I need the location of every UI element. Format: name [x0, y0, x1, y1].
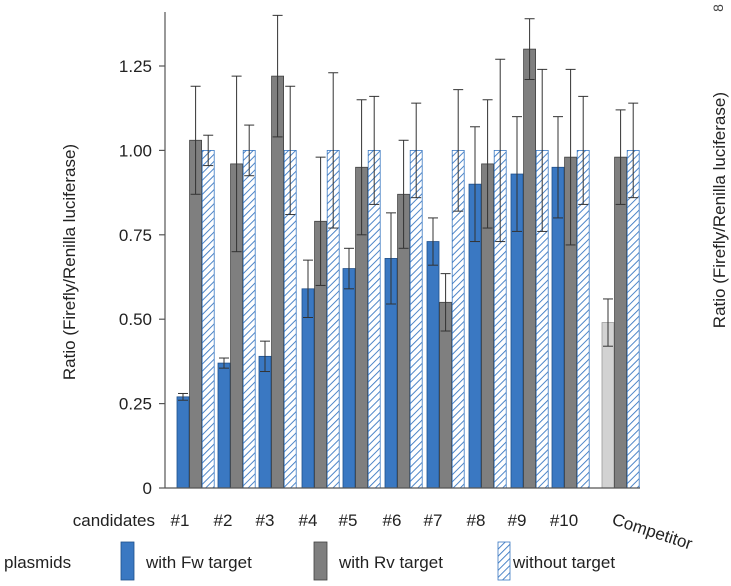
bar-with-fw-target	[176, 396, 190, 489]
legend-label: without target	[512, 553, 615, 572]
x-tick-label: #8	[467, 511, 486, 530]
x-tick-labels: #1 #2 #3 #4 #5 #6 #7 #8 #9 #10 Competitor	[171, 510, 695, 554]
x-tick-label: #9	[508, 511, 527, 530]
bars-layer	[165, 48, 640, 489]
bar-without-target	[242, 149, 256, 489]
bar-with-fw-target	[342, 268, 356, 489]
x-axis-prefix-label: candidates	[73, 511, 155, 530]
x-tick-label: #6	[383, 511, 402, 530]
x-tick-label: #7	[424, 511, 443, 530]
bar-with-rv-target	[523, 48, 536, 489]
bar-with-rv-target	[614, 156, 627, 489]
bar-without-target	[409, 149, 423, 489]
y-tick-label: 0.25	[119, 395, 152, 414]
right-panel-corner-mark: 8	[710, 4, 726, 12]
bar-with-fw-target	[601, 322, 615, 489]
legend-label: with Fw target	[145, 553, 252, 572]
legend: plasmids with Fw target with Rv target wit…	[4, 541, 615, 581]
y-tick-label: 0.75	[119, 226, 152, 245]
bar-without-target	[201, 149, 215, 489]
legend-label: with Rv target	[338, 553, 443, 572]
legend-swatch-without-target	[497, 541, 511, 581]
bar-with-rv-target	[271, 75, 285, 489]
x-tick-label: #4	[299, 511, 318, 530]
bar-with-fw-target	[426, 241, 440, 489]
x-tick-label: #3	[256, 511, 275, 530]
bar-without-target	[626, 149, 640, 489]
legend-swatch-with-rv-target	[313, 541, 328, 581]
y-tick-label: 0.50	[119, 310, 152, 329]
bar-with-fw-target	[258, 355, 272, 489]
legend-title: plasmids	[4, 553, 71, 572]
bar-with-fw-target	[217, 362, 231, 489]
x-tick-label: #1	[171, 511, 190, 530]
bar-with-fw-target	[301, 288, 315, 489]
x-tick-label: Competitor	[610, 510, 695, 554]
x-tick-label: #10	[550, 511, 578, 530]
y-tick-label: 1.00	[119, 141, 152, 160]
y-tick-label: 1.25	[119, 57, 152, 76]
y-ticks: 0 0.25 0.50 0.75 1.00 1.25	[119, 57, 165, 498]
right-panel-y-axis-title-fragment: Ratio (Firefly/Renilla luciferase)	[710, 92, 729, 328]
x-tick-label: #5	[339, 511, 358, 530]
y-axis-title: Ratio (Firefly/Renilla luciferase)	[60, 144, 79, 380]
errorbars-layer	[178, 14, 639, 401]
y-tick-label: 0	[143, 479, 152, 498]
legend-swatch-with-fw-target	[120, 541, 135, 581]
x-tick-label: #2	[214, 511, 233, 530]
